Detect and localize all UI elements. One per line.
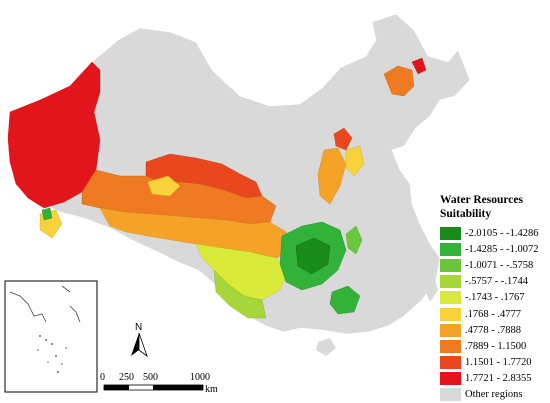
- legend-label: Other regions: [465, 389, 523, 401]
- legend-label: -.5757 - -.1744: [465, 276, 528, 288]
- inset-frame: [4, 280, 98, 393]
- region-yellow-1: [147, 175, 181, 197]
- legend-swatch: [440, 258, 461, 272]
- legend-title-line2: Suitability: [440, 208, 492, 220]
- region-northeast: [383, 65, 415, 97]
- scale-ticks: 0 250 500 1000: [100, 372, 220, 384]
- inset-coast: [9, 285, 81, 323]
- legend-item: .7889 - 1.1500: [440, 338, 548, 354]
- scale-unit: km: [205, 384, 218, 395]
- region-lightgreen: [213, 269, 267, 319]
- legend-item: -1.4285 - -1.0072: [440, 241, 548, 257]
- region-green-east: [345, 225, 363, 255]
- legend-label: -1.0071 - -.5758: [465, 259, 534, 271]
- legend-label: -.1743 - .1767: [465, 292, 525, 304]
- scale-tick-500: 500: [143, 372, 158, 383]
- legend-item: .4778 - .7888: [440, 322, 548, 338]
- north-arrow-icon: [131, 332, 148, 358]
- legend-item: Other regions: [440, 387, 548, 403]
- legend-label: 1.1501 - 1.7720: [465, 357, 532, 369]
- region-central-north: [333, 127, 353, 151]
- legend-swatch: [440, 323, 461, 337]
- north-arrow-label: N: [135, 322, 143, 333]
- legend-label: .1768 - .4777: [465, 308, 521, 320]
- legend-label: -1.4285 - -1.0072: [465, 243, 539, 255]
- hainan-island: [316, 338, 336, 356]
- legend-swatch: [440, 372, 461, 386]
- legend-item: -1.0071 - -.5758: [440, 257, 548, 273]
- region-yellowgreen: [195, 243, 289, 301]
- legend-item: 1.1501 - 1.7720: [440, 355, 548, 371]
- legend-swatch: [440, 356, 461, 370]
- legend-swatch: [440, 388, 461, 402]
- map-legend: Water Resources Suitability -2.0105 - -1…: [440, 193, 548, 403]
- scale-tick-0: 0: [100, 372, 105, 383]
- legend-label: .7889 - 1.1500: [465, 340, 527, 352]
- scale-tick-1000: 1000: [190, 372, 210, 383]
- region-darkgreen: [295, 237, 331, 275]
- region-green-south: [329, 285, 361, 315]
- legend-label: .4778 - .7888: [465, 324, 521, 336]
- legend-swatch: [440, 275, 461, 289]
- legend-item: 1.7721 - 2.8355: [440, 371, 548, 387]
- region-green-west-spot: [41, 207, 53, 221]
- legend-swatch: [440, 242, 461, 256]
- legend-list: -2.0105 - -1.4286 -1.4285 - -1.0072 -1.007…: [440, 225, 548, 403]
- legend-swatch: [440, 291, 461, 305]
- legend-item: -2.0105 - -1.4286: [440, 225, 548, 241]
- scale-bar: [103, 384, 204, 391]
- taiwan-island: [426, 276, 438, 302]
- legend-swatch: [440, 307, 461, 321]
- legend-item: -.1743 - .1767: [440, 290, 548, 306]
- inset-islands: [37, 335, 67, 373]
- scale-tick-250: 250: [119, 372, 134, 383]
- region-northeast-red: [411, 57, 427, 75]
- legend-label: 1.7721 - 2.8355: [465, 373, 532, 385]
- legend-item: .1768 - .4777: [440, 306, 548, 322]
- legend-swatch: [440, 339, 461, 353]
- legend-title-line1: Water Resources: [440, 194, 523, 206]
- legend-swatch: [440, 226, 461, 240]
- region-central-scatter-2: [345, 145, 365, 177]
- legend-item: -.5757 - -.1744: [440, 274, 548, 290]
- region-central-scatter: [317, 147, 347, 205]
- legend-label: -2.0105 - -1.4286: [465, 227, 539, 239]
